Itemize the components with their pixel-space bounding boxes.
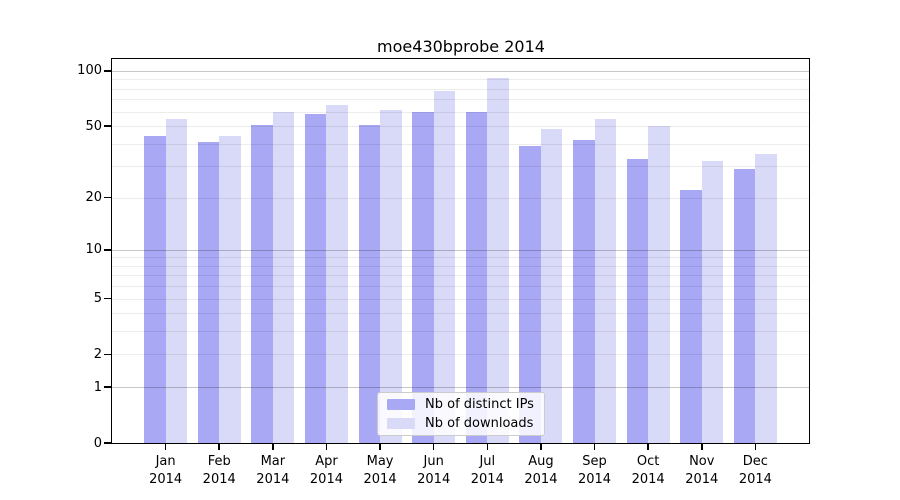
x-tick-year: 2014 xyxy=(309,472,343,487)
x-tick-year: 2014 xyxy=(738,472,772,487)
x-tick xyxy=(700,444,703,450)
y-tick xyxy=(104,353,111,356)
y-tick-label: 2 xyxy=(93,346,102,362)
x-tick-year: 2014 xyxy=(631,472,665,487)
bar-distinct-ips-dec xyxy=(733,168,756,443)
bar-distinct-ips-jan xyxy=(144,136,166,443)
plot-area xyxy=(112,59,809,443)
x-tick xyxy=(486,444,489,450)
x-tick-label: May 2014 xyxy=(352,453,408,489)
x-tick-year: 2014 xyxy=(470,472,504,487)
x-tick-label: Jul 2014 xyxy=(459,453,515,489)
y-tick xyxy=(104,248,111,251)
x-tick-label: Feb 2014 xyxy=(191,453,247,489)
bar-downloads-aug xyxy=(540,129,563,443)
y-tick-label: 100 xyxy=(77,63,102,79)
legend-label-downloads: Nb of downloads xyxy=(425,416,534,431)
y-tick xyxy=(104,442,111,444)
bar-downloads-oct xyxy=(648,126,670,443)
y-tick-label: 50 xyxy=(85,118,102,134)
x-tick-month: Sep xyxy=(582,454,607,469)
y-tick-label: 5 xyxy=(93,291,102,307)
y-tick xyxy=(104,196,111,199)
x-tick xyxy=(754,444,757,450)
bar-downloads-may xyxy=(380,110,402,443)
x-tick-label: Sep 2014 xyxy=(567,453,623,489)
x-tick-label: Jun 2014 xyxy=(406,453,462,489)
y-tick-label: 10 xyxy=(85,242,102,258)
x-tick-month: Feb xyxy=(207,454,231,469)
x-tick-label: Jan 2014 xyxy=(138,453,194,489)
x-tick-year: 2014 xyxy=(363,472,397,487)
x-tick xyxy=(432,444,435,450)
legend-swatch-downloads xyxy=(387,418,415,429)
bar-downloads-dec xyxy=(755,154,777,443)
x-tick-month: May xyxy=(366,454,394,469)
x-tick-year: 2014 xyxy=(577,472,612,487)
x-tick-year: 2014 xyxy=(524,472,558,487)
bar-distinct-ips-nov xyxy=(680,190,702,443)
x-tick-month: Oct xyxy=(636,454,660,469)
x-tick-year: 2014 xyxy=(256,472,290,487)
x-tick-month: Aug xyxy=(528,454,554,469)
bar-distinct-ips-feb xyxy=(197,141,220,443)
bar-distinct-ips-jun xyxy=(412,111,434,443)
x-tick xyxy=(218,444,221,450)
bar-downloads-jun xyxy=(433,90,456,443)
x-tick-label: Mar 2014 xyxy=(245,453,301,489)
x-tick-year: 2014 xyxy=(202,472,236,487)
bar-distinct-ips-mar xyxy=(251,124,273,443)
x-tick xyxy=(325,444,328,450)
y-tick xyxy=(104,297,111,300)
bar-downloads-jul xyxy=(487,77,509,443)
x-tick-year: 2014 xyxy=(149,472,183,487)
x-tick-label: Oct 2014 xyxy=(620,453,676,489)
y-tick xyxy=(104,125,111,127)
x-tick xyxy=(647,444,649,450)
y-tick xyxy=(104,70,111,72)
bars-layer xyxy=(112,59,809,443)
legend: Nb of distinct IPs Nb of downloads xyxy=(377,392,545,436)
x-tick-month: Dec xyxy=(742,454,768,469)
x-tick-year: 2014 xyxy=(685,472,719,487)
x-tick xyxy=(593,444,596,450)
x-tick-month: Mar xyxy=(260,454,286,469)
x-tick-month: Jun xyxy=(423,454,444,469)
bar-distinct-ips-aug xyxy=(519,145,541,443)
x-tick xyxy=(272,444,274,450)
x-tick-year: 2014 xyxy=(417,472,451,487)
x-tick-month: Jul xyxy=(479,454,496,469)
bar-distinct-ips-oct xyxy=(626,158,649,443)
bar-downloads-sep xyxy=(594,118,617,443)
y-tick xyxy=(104,386,111,388)
y-tick-label: 0 xyxy=(93,435,102,451)
legend-label-distinct-ips: Nb of distinct IPs xyxy=(425,397,534,412)
y-tick-label: 20 xyxy=(85,190,102,206)
bar-distinct-ips-sep xyxy=(573,139,595,443)
x-tick xyxy=(164,444,167,450)
legend-item-downloads: Nb of downloads xyxy=(387,416,544,432)
x-tick-label: Dec 2014 xyxy=(727,453,783,489)
x-tick xyxy=(379,444,381,450)
bar-downloads-mar xyxy=(272,111,295,443)
x-tick-label: Aug 2014 xyxy=(513,453,569,489)
legend-item-distinct-ips: Nb of distinct IPs xyxy=(387,397,544,413)
chart-title: moe430bprobe 2014 xyxy=(377,37,545,56)
bar-downloads-apr xyxy=(326,105,348,443)
bar-downloads-feb xyxy=(219,136,241,443)
x-tick-month: Nov xyxy=(689,454,715,469)
bar-distinct-ips-may xyxy=(358,124,381,443)
bar-downloads-nov xyxy=(701,161,724,443)
x-tick-month: Apr xyxy=(315,454,338,469)
x-tick-label: Apr 2014 xyxy=(298,453,354,489)
bar-downloads-jan xyxy=(165,118,188,443)
x-tick xyxy=(540,444,542,450)
x-tick-label: Nov 2014 xyxy=(674,453,730,489)
bar-distinct-ips-jul xyxy=(465,111,488,443)
bar-distinct-ips-apr xyxy=(304,114,327,443)
x-tick-month: Jan xyxy=(155,454,176,469)
legend-swatch-distinct-ips xyxy=(387,399,415,410)
y-tick-label: 1 xyxy=(93,379,102,395)
